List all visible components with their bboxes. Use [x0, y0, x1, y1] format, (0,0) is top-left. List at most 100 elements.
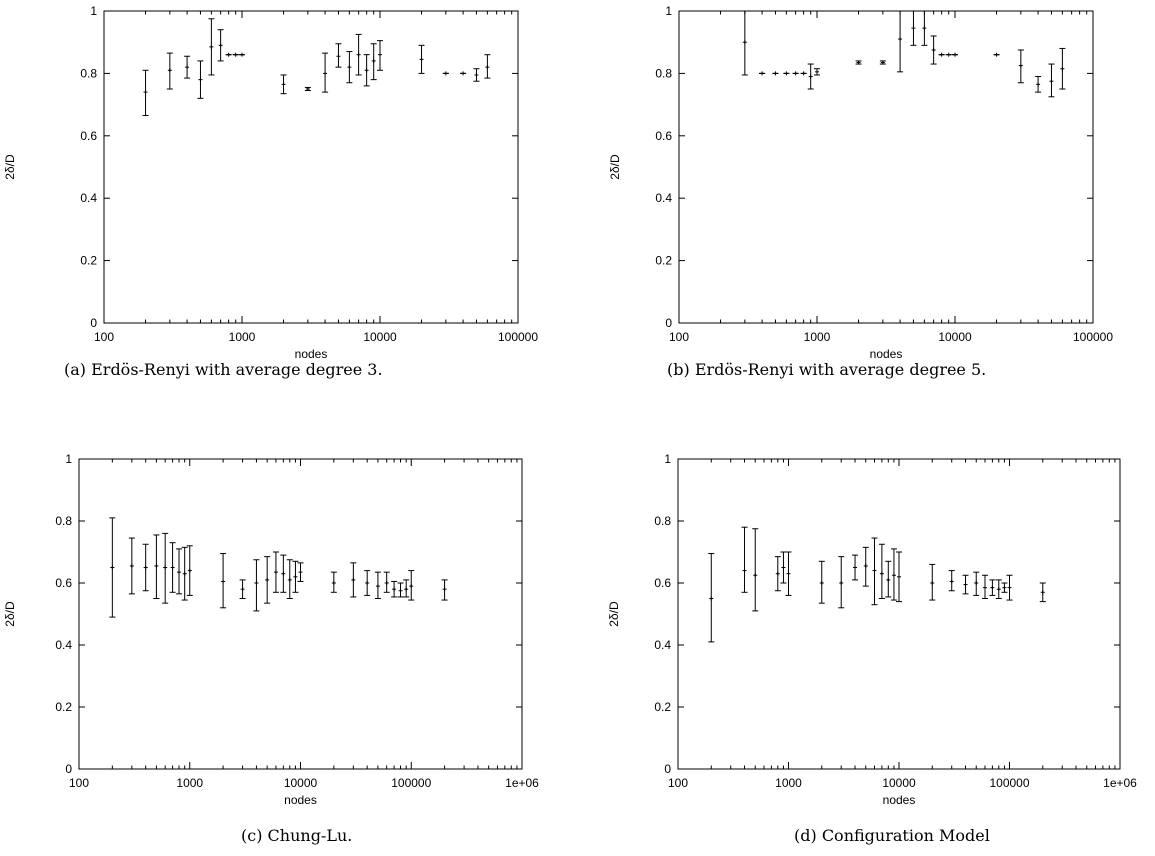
chart-a-ylabel: 2δ/D — [3, 154, 17, 180]
caption-a: (a) Erdös-Renyi with average degree 3. — [64, 360, 383, 379]
chart-d-data-point — [774, 556, 781, 592]
caption-d: (d) Configuration Model — [794, 826, 990, 845]
chart-b-data-point — [792, 71, 799, 76]
chart-c-xlabel: nodes — [284, 793, 317, 807]
chart-d-data-point — [929, 563, 936, 601]
chart-b-xtick-label: 10000 — [938, 330, 972, 344]
chart-c-ytick-label: 0.4 — [55, 638, 72, 652]
chart-d-data-point — [995, 579, 1002, 599]
chart-c-data-point — [286, 559, 293, 599]
chart-c-data-point — [441, 579, 448, 601]
chart-c-ytick-label: 1 — [65, 452, 72, 466]
chart-a-xtick-label: 100000 — [498, 330, 538, 344]
chart-a-data-point — [484, 54, 491, 79]
chart-a-data-point — [239, 52, 245, 57]
chart-a-data-point — [184, 55, 191, 79]
chart-d-data-point — [741, 526, 748, 593]
chart-a-xtick-label: 100 — [94, 330, 114, 344]
chart-a-data-point — [346, 51, 353, 84]
chart-a-frame — [103, 10, 519, 324]
chart-c-data-point — [109, 517, 116, 618]
chart-b-xtick-label: 100 — [669, 330, 689, 344]
chart-c-data-point — [350, 562, 357, 598]
chart-c-data-point — [239, 579, 246, 599]
chart-b-xtick-label: 1000 — [804, 330, 831, 344]
chart-c-data-point — [162, 532, 169, 604]
chart-a-data-point — [363, 54, 370, 87]
chart-c-data-point — [397, 582, 404, 598]
chart-b-data-point — [921, 10, 928, 46]
chart-c-ytick-label: 0.8 — [55, 514, 72, 528]
chart-d-frame — [677, 458, 1121, 770]
chart-b-data-point — [772, 71, 779, 76]
chart-a-ytick-label: 0.2 — [80, 254, 97, 268]
chart-b-xtick-label: 100000 — [1073, 330, 1113, 344]
chart-d-xtick-label: 1e+06 — [1103, 776, 1137, 790]
chart-c-data-point — [181, 546, 188, 601]
chart-b-data-point — [897, 10, 904, 73]
chart-d-xtick-label: 10000 — [882, 776, 916, 790]
chart-a-data-point — [304, 86, 311, 92]
caption-c: (c) Chung-Lu. — [241, 826, 353, 845]
chart-a-data-point — [166, 52, 173, 90]
chart-panel-d: 0 0.2 0.4 0.6 0.8 1 100 1000 10000 100000 1e+06 nod… — [577, 430, 1155, 820]
chart-c-data-point — [383, 571, 390, 593]
chart-b-data-point — [930, 35, 937, 65]
chart-c-ylabel: 2δ/D — [3, 601, 17, 627]
chart-d-ytick-label: 0.8 — [654, 514, 671, 528]
chart-a-data-point — [217, 29, 224, 62]
chart-d-data-point — [885, 560, 892, 598]
chart-d-xlabel: nodes — [883, 793, 916, 807]
chart-c-data-point — [330, 571, 337, 593]
chart-d-ytick-label: 0.4 — [654, 638, 671, 652]
chart-d-ytick-label: 1 — [664, 452, 671, 466]
chart-d-data-point — [708, 553, 715, 643]
chart-d-data-point — [862, 546, 869, 587]
chart-panel-a: 0 0.2 0.4 0.6 0.8 1 100 1000 10000 100000 nodes 2δ/… — [0, 0, 577, 361]
chart-d-ytick-label: 0.2 — [654, 700, 671, 714]
chart-b-ytick-label: 0.8 — [655, 66, 672, 80]
chart-d-data-point — [989, 579, 996, 596]
chart-c-xtick-label: 100000 — [391, 776, 431, 790]
chart-a-data-point — [335, 43, 342, 68]
chart-b-data-point — [800, 71, 807, 76]
chart-a-data-point — [442, 71, 449, 76]
chart-c-data-point — [176, 548, 183, 595]
chart-c-ytick-label: 0 — [65, 762, 72, 776]
chart-a-data-point — [322, 52, 329, 93]
chart-c-data-point — [272, 551, 279, 593]
chart-a-ytick-label: 0.4 — [80, 191, 97, 205]
chart-d-data-point — [785, 551, 792, 596]
chart-a-ytick-label: 0.6 — [80, 129, 97, 143]
chart-b-data-point — [910, 10, 917, 46]
chart-b-data-point — [759, 71, 766, 76]
chart-a-ytick-label: 1 — [90, 4, 97, 18]
chart-a-data-point — [473, 68, 480, 82]
chart-b-data-point — [1017, 49, 1024, 84]
chart-b-data-point — [741, 10, 748, 76]
chart-d-svg: 0 0.2 0.4 0.6 0.8 1 100 1000 10000 100000 1e+06 nod… — [607, 452, 1137, 807]
chart-d-data-point — [871, 537, 878, 606]
chart-a-data-point — [280, 74, 287, 95]
chart-a-data-point — [355, 33, 362, 76]
chart-d-data-point — [1039, 582, 1046, 603]
chart-a-xtick-label: 1000 — [229, 330, 256, 344]
chart-d-data-point — [973, 571, 980, 596]
chart-b-data-point — [879, 60, 886, 65]
chart-a-data-point — [142, 69, 149, 117]
chart-c-data-point — [292, 560, 299, 593]
chart-c-xtick-label: 1000 — [176, 776, 203, 790]
chart-a-ytick-label: 0 — [90, 316, 97, 330]
chart-d-xtick-label: 100000 — [989, 776, 1029, 790]
chart-b-ytick-label: 0 — [665, 316, 672, 330]
chart-c-data-point — [142, 543, 149, 592]
chart-b-data-point — [807, 63, 814, 90]
chart-c-data-point — [253, 559, 260, 612]
chart-b-data-point — [938, 52, 945, 57]
chart-b-ylabel: 2δ/D — [608, 154, 622, 180]
chart-b-data-point — [993, 52, 1000, 57]
chart-b-ytick-label: 0.6 — [655, 129, 672, 143]
chart-a-data-point — [370, 43, 377, 81]
chart-b-data-point — [1059, 47, 1066, 90]
chart-c-ytick-label: 0.2 — [55, 700, 72, 714]
